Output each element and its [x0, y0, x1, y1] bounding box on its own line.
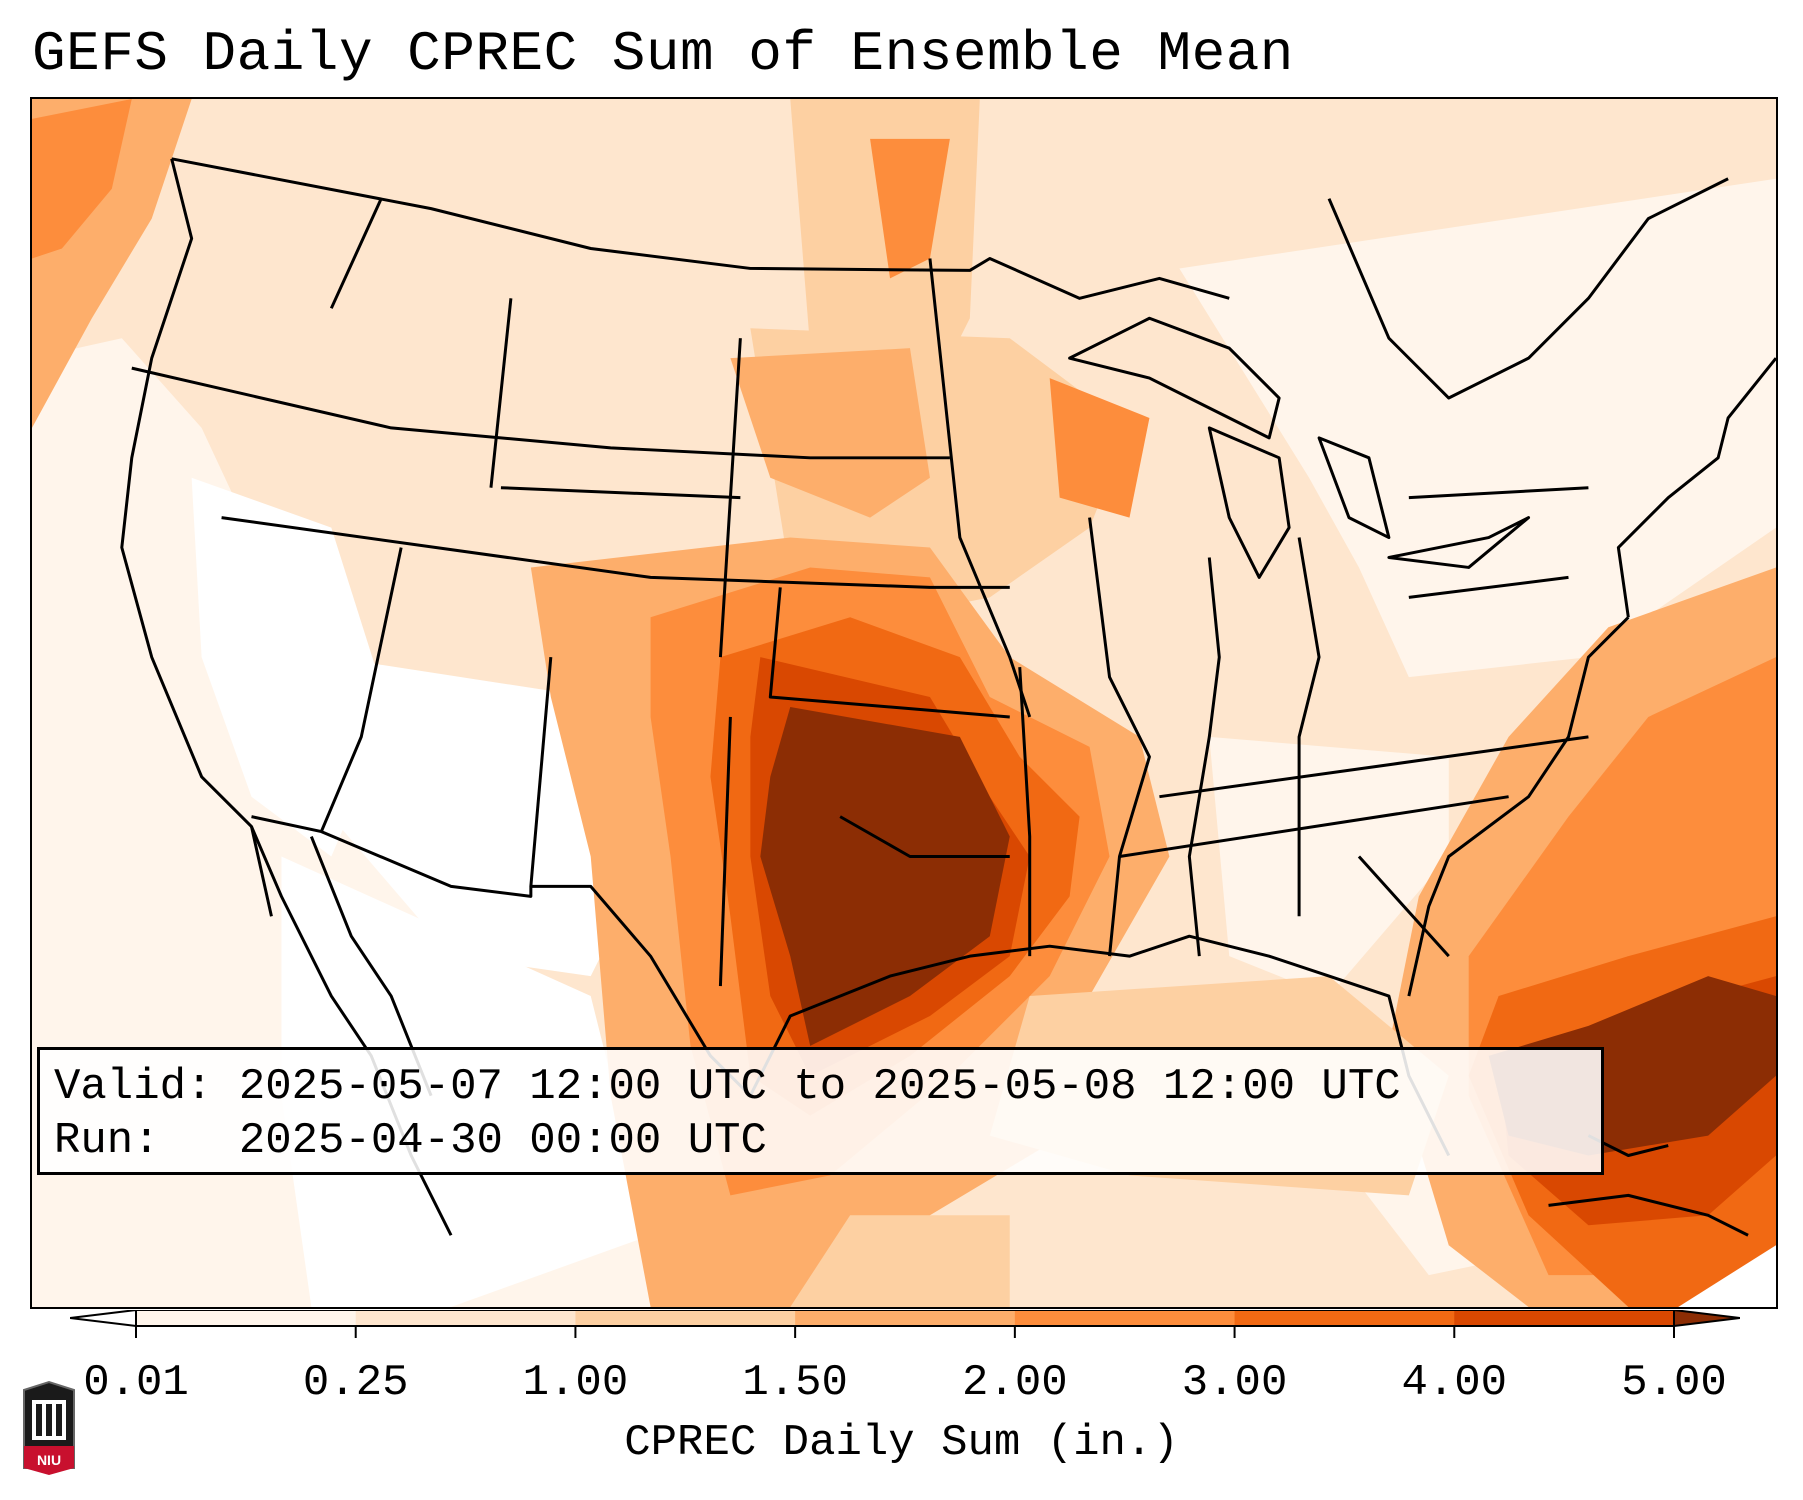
colorbar-segment — [136, 1310, 357, 1326]
colorbar-tick-label: 2.00 — [962, 1358, 1068, 1408]
run-line: Run: 2025-04-30 00:00 UTC — [54, 1114, 1587, 1168]
colorbar-label: CPREC Daily Sum (in.) — [624, 1418, 1179, 1468]
valid-line: Valid: 2025-05-07 12:00 UTC to 2025-05-0… — [54, 1060, 1587, 1114]
niu-logo-icon — [23, 1380, 75, 1475]
niu-logo-text: NIU — [36, 1452, 62, 1468]
colorbar-segments — [70, 1310, 1740, 1328]
colorbar-over-arrow — [1673, 1310, 1740, 1328]
run-info-box: Valid: 2025-05-07 12:00 UTC to 2025-05-0… — [37, 1047, 1604, 1175]
colorbar-tick-label: 1.50 — [742, 1358, 848, 1408]
boundary-lines — [120, 157, 1776, 1237]
run-value: 2025-04-30 00:00 UTC — [238, 1116, 767, 1166]
colorbar-segment — [355, 1310, 576, 1326]
colorbar-tick-label: 3.00 — [1181, 1358, 1288, 1408]
colorbar-ticks — [135, 1326, 1675, 1338]
niu-logo: NIU — [20, 1380, 78, 1476]
colorbar-tick-label: 1.00 — [522, 1358, 629, 1408]
colorbar-segment — [1234, 1310, 1455, 1326]
colorbar-tick-label: 0.01 — [83, 1358, 189, 1408]
map-title: GEFS Daily CPREC Sum of Ensemble Mean — [32, 22, 1294, 86]
colorbar-segment — [1454, 1310, 1675, 1326]
colorbar-outline — [135, 1310, 1675, 1327]
colorbar-segment — [575, 1310, 796, 1326]
colorbar-under-arrow — [70, 1310, 137, 1328]
colorbar-tick-label: 0.25 — [302, 1358, 409, 1408]
colorbar — [70, 1310, 1740, 1338]
valid-value: 2025-05-07 12:00 UTC to 2025-05-08 12:00… — [238, 1062, 1401, 1112]
colorbar-segment — [795, 1310, 1016, 1326]
run-label: Run: — [54, 1116, 160, 1166]
valid-label: Valid: — [54, 1062, 213, 1112]
colorbar-tick-label: 5.00 — [1621, 1358, 1727, 1408]
colorbar-tick-label: 4.00 — [1401, 1358, 1508, 1408]
colorbar-segment — [1014, 1310, 1236, 1326]
